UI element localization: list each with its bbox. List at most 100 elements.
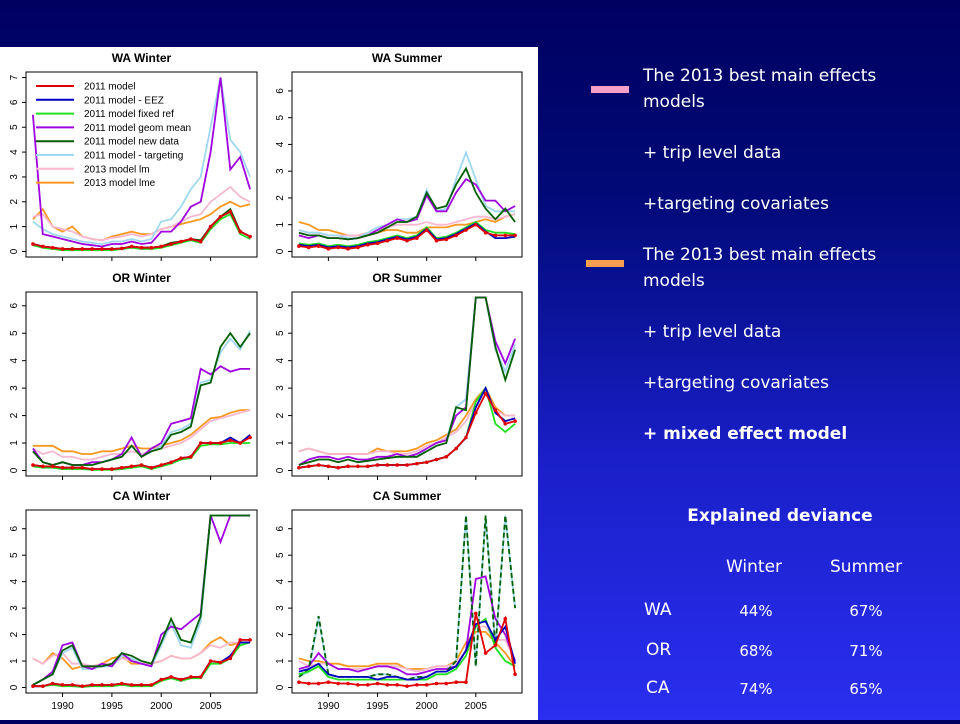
- series-point: [395, 236, 399, 240]
- y-tick-label: 5: [9, 552, 20, 558]
- series-point: [159, 244, 164, 249]
- series-point: [297, 244, 301, 248]
- series-point: [60, 247, 65, 251]
- row-label-or: OR: [646, 640, 672, 660]
- y-tick-label: 1: [275, 221, 286, 227]
- series-point: [365, 464, 370, 469]
- series-point: [31, 463, 35, 467]
- series-point: [306, 464, 311, 469]
- series-2011-model-eez: [298, 620, 516, 681]
- y-tick-label: 0: [275, 467, 286, 473]
- y-tick-label: 2: [275, 195, 286, 201]
- panel-frame: [291, 509, 523, 694]
- y-tick-label: 4: [9, 149, 20, 155]
- y-tick-label: 2: [275, 412, 286, 418]
- series-point: [238, 638, 242, 642]
- y-tick-label: 6: [9, 303, 20, 309]
- series-point: [139, 463, 144, 467]
- y-tick-label: 4: [275, 578, 286, 584]
- header-summer: Summer: [830, 557, 903, 577]
- block2-line3: + trip level data: [643, 322, 782, 342]
- x-tick-label: 1990: [317, 701, 340, 712]
- series-point: [405, 463, 409, 467]
- legend-label: 2011 model - targeting: [84, 151, 183, 162]
- y-tick-label: 2: [275, 631, 286, 637]
- y-tick-label: 0: [275, 248, 286, 254]
- series-point: [473, 611, 478, 616]
- series-point: [444, 237, 449, 242]
- x-tick-label: 1995: [366, 701, 389, 712]
- y-tick-label: 3: [9, 174, 20, 180]
- series-point: [434, 681, 439, 686]
- series-point: [405, 238, 409, 243]
- pink-swatch: [591, 86, 629, 93]
- series-2011-model-targeting: [32, 514, 251, 686]
- series-point: [346, 246, 350, 251]
- series-2013-model-lme: [32, 200, 251, 242]
- legend-label: 2011 model: [84, 82, 136, 93]
- series-point: [493, 408, 498, 412]
- series-point: [41, 244, 45, 249]
- series-2013-model-lme: [298, 631, 516, 670]
- series-2013-model-lme: [298, 213, 516, 237]
- series-point: [31, 684, 35, 688]
- chart-grid-svg: WA Winter 0 1 2 3 4 5 6 7 2011 model 2011 model - …: [9, 51, 523, 712]
- series-point: [119, 246, 124, 251]
- panel-frame: [25, 71, 258, 258]
- series-point: [80, 465, 85, 470]
- x-tick-label: 1995: [101, 701, 124, 712]
- chart-area: WA Winter 0 1 2 3 4 5 6 7 2011 model 2011 model - …: [0, 47, 538, 720]
- series-point: [297, 680, 301, 685]
- series-point: [473, 222, 478, 227]
- panel-title: OR Winter: [112, 271, 171, 285]
- y-tick-label: 1: [275, 658, 286, 664]
- y-tick-label: 2: [9, 631, 20, 637]
- header-winter: Winter: [726, 557, 783, 577]
- series-point: [110, 683, 114, 687]
- series-point: [415, 236, 419, 240]
- x-tick-label: 2005: [465, 701, 488, 712]
- series-point: [228, 656, 233, 661]
- series-point: [159, 463, 164, 467]
- series-point: [228, 209, 233, 214]
- legend-label: 2011 model fixed ref: [84, 109, 174, 120]
- series-point: [513, 419, 517, 423]
- series-point: [503, 616, 508, 621]
- series-point: [179, 239, 183, 244]
- series-2011-model-targeting: [32, 77, 251, 245]
- series-2013-model-lme: [32, 409, 251, 455]
- y-tick-label: 7: [9, 74, 20, 80]
- series-point: [503, 422, 508, 426]
- series-point: [50, 681, 55, 686]
- series-point: [365, 683, 370, 687]
- series-point: [218, 214, 223, 219]
- series-point: [169, 242, 173, 246]
- series-point: [129, 464, 134, 469]
- series-point: [110, 467, 114, 471]
- series-point: [139, 683, 144, 687]
- panel-frame: [25, 291, 258, 477]
- series-point: [100, 467, 104, 471]
- series-2011-model-geom-mean: [32, 514, 251, 686]
- panel-ca-summer: CA Summer 0 1 2 3 4 5 6 1990 1995 2000 2005: [275, 489, 523, 712]
- series-point: [179, 677, 183, 682]
- series-point: [454, 446, 458, 451]
- series-2011-model-geom-mean: [298, 575, 516, 676]
- series-2011-model-geom-mean: [298, 296, 516, 466]
- panel-wa-winter: WA Winter 0 1 2 3 4 5 6 7 2011 model 2011 model - …: [9, 51, 258, 261]
- series-point: [248, 638, 252, 642]
- y-tick-label: 5: [9, 330, 20, 336]
- series-point: [41, 464, 45, 469]
- series-point: [444, 681, 449, 686]
- series-point: [356, 245, 360, 250]
- legend-label: 2011 model geom mean: [84, 123, 191, 134]
- series-point: [60, 465, 65, 470]
- cell-wa-winter: 44%: [739, 602, 773, 620]
- series-point: [454, 680, 458, 685]
- series-point: [336, 245, 341, 250]
- series-point: [424, 228, 429, 232]
- y-tick-label: 2: [9, 199, 20, 205]
- legend-label: 2011 model - EEZ: [84, 95, 164, 106]
- series-point: [464, 680, 468, 685]
- series-2011-model-geom-mean: [32, 365, 251, 466]
